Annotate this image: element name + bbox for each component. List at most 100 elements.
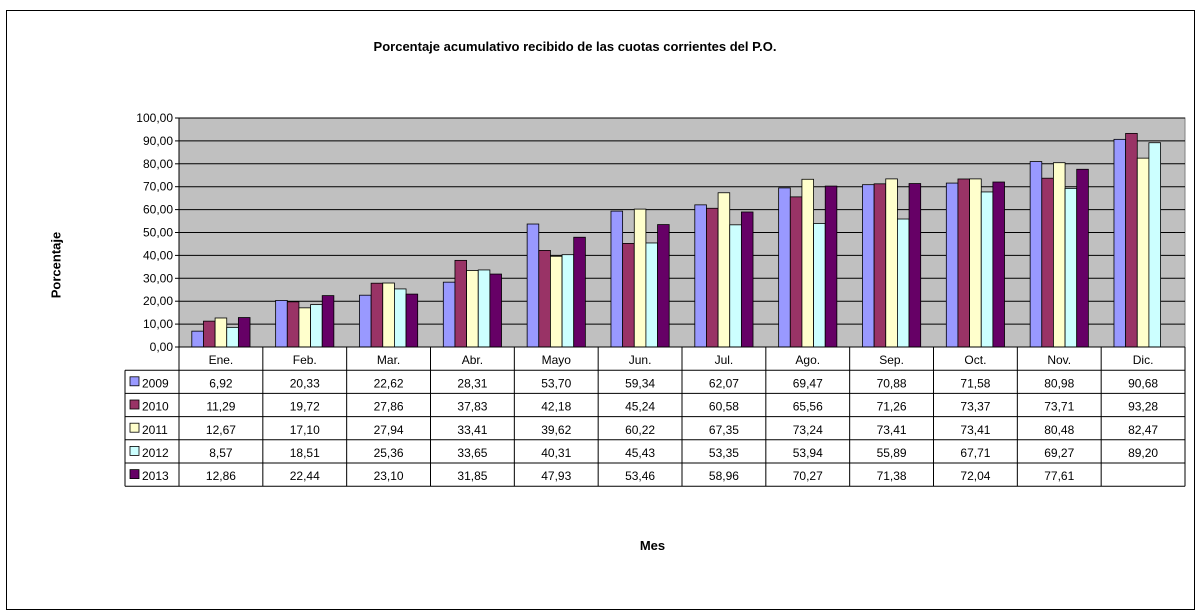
data-label: 22,44 (290, 469, 320, 483)
y-tick-label: 20,00 (143, 294, 173, 308)
bar-2012-Ene. (226, 326, 239, 348)
bar-2011-Dic. (1136, 157, 1150, 348)
bar-2011-Oct. (969, 178, 982, 348)
y-tick-label: 70,00 (143, 180, 173, 194)
y-tick-label: 50,00 (143, 226, 173, 240)
bar-2009-Dic. (1113, 138, 1127, 348)
y-tick-label: 60,00 (143, 203, 173, 217)
bar-2009-Jun. (610, 210, 624, 348)
bar-2010-Sep. (873, 183, 887, 348)
bar-2009-Oct. (945, 182, 959, 348)
data-label: 71,26 (877, 400, 907, 414)
data-label: 39,62 (541, 423, 571, 437)
data-label: 53,35 (709, 446, 739, 460)
data-label: 60,22 (625, 423, 655, 437)
data-label: 33,41 (457, 423, 487, 437)
category-label: Oct. (964, 353, 986, 367)
data-label: 93,28 (1128, 400, 1158, 414)
bar-2012-Feb. (310, 304, 323, 348)
category-label: Sep. (879, 353, 904, 367)
bar-2010-Nov. (1041, 177, 1054, 348)
data-label: 70,88 (877, 376, 907, 390)
bar-2010-Oct. (957, 178, 970, 348)
legend-swatch-2011 (129, 422, 140, 433)
data-label: 71,38 (877, 469, 907, 483)
bar-2013-Abr. (489, 273, 502, 348)
bar-2010-Mayo (538, 250, 551, 348)
category-label: Mar. (377, 353, 400, 367)
bar-2012-Sep. (897, 218, 910, 348)
legend-swatch-2013 (129, 469, 140, 480)
data-label: 60,58 (709, 400, 739, 414)
data-label: 20,33 (290, 376, 320, 390)
legend-swatch-2010 (129, 399, 140, 410)
bar-2010-Feb. (286, 301, 300, 348)
bar-2012-Abr. (477, 269, 491, 348)
data-label: 89,20 (1128, 446, 1158, 460)
data-label: 45,24 (625, 400, 655, 414)
bar-2009-Ene. (191, 330, 204, 348)
category-label: Ago. (795, 353, 820, 367)
bar-2011-Ago. (801, 178, 814, 348)
data-label: 17,10 (290, 423, 320, 437)
bar-2011-Ene. (214, 317, 228, 348)
y-tick-label: 80,00 (143, 157, 173, 171)
data-label: 80,48 (1044, 423, 1074, 437)
data-label: 11,29 (206, 400, 235, 414)
y-tick-label: 10,00 (143, 317, 173, 331)
data-label: 73,37 (960, 400, 990, 414)
bar-2009-Ago. (778, 187, 791, 348)
y-tick-label: 0,00 (150, 340, 174, 354)
data-label: 12,67 (206, 423, 236, 437)
data-label: 72,04 (960, 469, 990, 483)
bar-2010-Jul. (706, 207, 719, 348)
bar-2010-Ago. (789, 196, 803, 348)
data-label: 55,89 (877, 446, 907, 460)
data-label: 70,27 (793, 469, 823, 483)
category-label: Jul. (715, 353, 734, 367)
data-label: 53,46 (625, 469, 655, 483)
bar-2010-Mar. (370, 282, 384, 348)
legend-swatch-2012 (129, 445, 140, 456)
bar-2009-Mar. (359, 294, 372, 348)
bar-2009-Jul. (694, 204, 707, 348)
bar-2009-Sep. (862, 184, 875, 348)
data-label: 90,68 (1128, 376, 1158, 390)
legend-label: 2011 (142, 423, 168, 437)
data-label: 62,07 (709, 376, 739, 390)
data-label: 28,31 (457, 376, 487, 390)
y-tick-label: 30,00 (143, 271, 173, 285)
category-label: Abr. (462, 353, 483, 367)
bar-2012-Jul. (729, 224, 742, 348)
data-label: 42,18 (541, 400, 571, 414)
bar-2011-Nov. (1053, 162, 1066, 348)
data-label: 27,94 (374, 423, 404, 437)
bar-2009-Feb. (275, 300, 288, 348)
data-label: 80,98 (1044, 376, 1074, 390)
data-label: 19,72 (290, 400, 320, 414)
legend-label: 2010 (142, 400, 169, 414)
bar-2013-Feb. (321, 295, 335, 348)
data-label: 18,51 (290, 446, 320, 460)
bar-2012-Mar. (394, 288, 407, 348)
category-label: Ene. (209, 353, 234, 367)
bar-2010-Ene. (203, 320, 216, 348)
data-label: 58,96 (709, 469, 739, 483)
category-label: Mayo (542, 353, 572, 367)
bar-2013-Mar. (405, 293, 419, 348)
bar-2010-Dic. (1125, 132, 1138, 348)
category-label: Jun. (629, 353, 652, 367)
x-axis-label: Mes (639, 538, 666, 553)
data-label: 67,71 (960, 446, 990, 460)
data-label: 65,56 (793, 400, 823, 414)
bar-2012-Dic. (1148, 142, 1161, 348)
bar-2011-Mayo (550, 255, 563, 348)
bar-2010-Abr. (454, 259, 467, 348)
bar-2013-Nov. (1076, 168, 1089, 348)
data-label: 8,57 (209, 446, 233, 460)
bar-2013-Jul. (740, 211, 754, 348)
bar-2011-Jul. (717, 192, 731, 348)
data-label: 6,92 (209, 376, 233, 390)
data-label: 25,36 (374, 446, 404, 460)
